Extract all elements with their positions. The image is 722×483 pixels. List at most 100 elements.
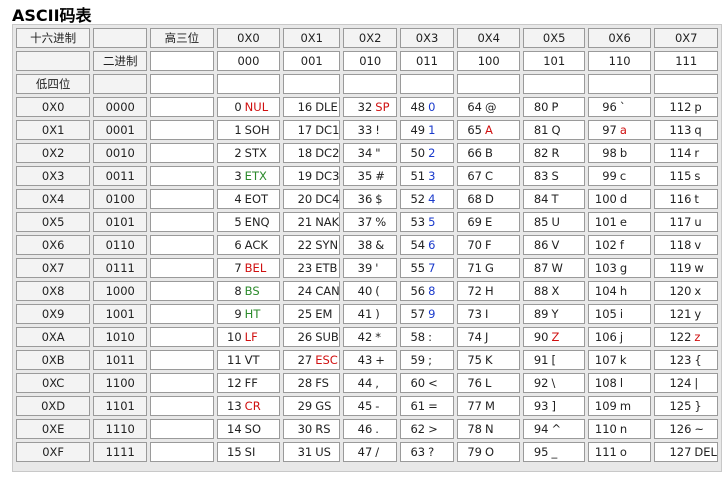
ascii-cell: 15 SI (216, 442, 281, 462)
ascii-char: p (694, 100, 702, 114)
ascii-cell: 123{ (654, 350, 718, 370)
ascii-char: $ (375, 192, 383, 206)
ascii-char: ] (551, 399, 556, 413)
ascii-char: f (619, 238, 624, 252)
ascii-char: . (375, 422, 379, 436)
ascii-char: SOH (244, 123, 270, 137)
ascii-code: 67 (467, 169, 482, 183)
ascii-char: STX (244, 146, 267, 160)
row-bin: 0001 (93, 120, 148, 140)
ascii-code: 124 (669, 376, 692, 390)
ascii-char: F (484, 238, 492, 252)
ascii-code: 39 (357, 261, 373, 275)
ascii-char: E (484, 215, 493, 229)
blank-cell (150, 189, 214, 209)
table-row: 0X0 0000 0 NUL 16 DLE 32 SP 48 0 64 @80 P 96 ` 112 p (16, 97, 718, 117)
row-hex: 0X6 (16, 235, 91, 255)
ascii-cell: 92 \ (523, 373, 585, 393)
ascii-cell: 65 A (456, 120, 521, 140)
row-bin: 1001 (93, 304, 148, 324)
ascii-code: 100 (594, 192, 617, 206)
ascii-char: e (619, 215, 627, 229)
ascii-code: 41 (357, 307, 373, 321)
ascii-code: 4 (234, 192, 242, 206)
ascii-char: 4 (428, 192, 436, 206)
ascii-char: DC4 (315, 192, 340, 206)
ascii-code: 127 (669, 445, 692, 459)
ascii-char: DC1 (315, 123, 340, 137)
ascii-char: b (619, 146, 628, 160)
corner-cell (16, 51, 91, 71)
ascii-code: 2 (234, 146, 242, 160)
ascii-char: SYN (315, 238, 339, 252)
ascii-cell: 32 SP (343, 97, 398, 117)
ascii-char: L (484, 376, 492, 390)
ascii-cell: 114 r (654, 143, 718, 163)
ascii-code: 35 (357, 169, 373, 183)
ascii-cell: 16 DLE (283, 97, 341, 117)
ascii-cell: 119 w (654, 258, 718, 278)
row-hex: 0X7 (16, 258, 91, 278)
corner-cell (93, 74, 148, 94)
blank-cell (150, 51, 214, 71)
ascii-char: W (551, 261, 563, 275)
ascii-char: d (619, 192, 628, 206)
ascii-cell: 1 SOH (216, 120, 281, 140)
row-bin: 1010 (93, 327, 148, 347)
ascii-cell: 50 2 (400, 143, 454, 163)
ascii-cell: 94 ^ (523, 419, 585, 439)
ascii-cell: 71 G (456, 258, 521, 278)
ascii-char: SI (244, 445, 256, 459)
blank-cell (150, 120, 214, 140)
row-hex: 0XC (16, 373, 91, 393)
ascii-code: 10 (227, 330, 242, 344)
ascii-char: = (428, 399, 438, 413)
ascii-cell: 14 SO (216, 419, 281, 439)
ascii-char: US (315, 445, 331, 459)
ascii-code: 102 (594, 238, 617, 252)
ascii-code: 71 (467, 261, 482, 275)
bin-label: 二进制 (93, 51, 148, 71)
header-row-bin: 二进制 000 001 010 011 100 101 110 111 (16, 51, 718, 71)
table-row: 0XD 1101 13 CR 29 GS 45-61 = 77 M 93] 109 m 125} (16, 396, 718, 416)
ascii-cell: 91[ (523, 350, 585, 370)
ascii-cell: 106 j (587, 327, 652, 347)
ascii-cell: 116 t (654, 189, 718, 209)
row-bin: 1111 (93, 442, 148, 462)
page-title: ASCII码表 (12, 6, 92, 25)
ascii-code: 14 (227, 422, 242, 436)
row-bin: 1110 (93, 419, 148, 439)
col-hex: 0X3 (400, 28, 454, 48)
ascii-char: 8 (428, 284, 436, 298)
ascii-cell: 27 ESC (283, 350, 341, 370)
ascii-code: 98 (602, 146, 617, 160)
blank-cell (150, 258, 214, 278)
ascii-cell: 54 6 (400, 235, 454, 255)
ascii-code: 90 (533, 330, 549, 344)
ascii-code: 37 (357, 215, 373, 229)
ascii-code: 61 (410, 399, 426, 413)
ascii-char: , (375, 376, 379, 390)
ascii-cell: 41) (343, 304, 398, 324)
ascii-char: # (375, 169, 385, 183)
ascii-cell: 4 EOT (216, 189, 281, 209)
ascii-code: 78 (467, 422, 482, 436)
ascii-char: G (484, 261, 494, 275)
ascii-char: V (551, 238, 560, 252)
ascii-cell: 25 EM (283, 304, 341, 324)
ascii-code: 117 (669, 215, 692, 229)
ascii-char: Z (551, 330, 560, 344)
ascii-cell: 88 X (523, 281, 585, 301)
ascii-cell: 12 FF (216, 373, 281, 393)
ascii-cell: 61 = (400, 396, 454, 416)
hex-label: 十六进制 (16, 28, 91, 48)
ascii-cell: 3 ETX (216, 166, 281, 186)
ascii-cell: 72 H (456, 281, 521, 301)
ascii-code: 83 (533, 169, 549, 183)
ascii-cell: 62 > (400, 419, 454, 439)
ascii-cell: 7 BEL (216, 258, 281, 278)
ascii-code: 58 (410, 330, 426, 344)
ascii-char: ETB (315, 261, 338, 275)
ascii-cell: 58: (400, 327, 454, 347)
ascii-cell: 90 Z (523, 327, 585, 347)
